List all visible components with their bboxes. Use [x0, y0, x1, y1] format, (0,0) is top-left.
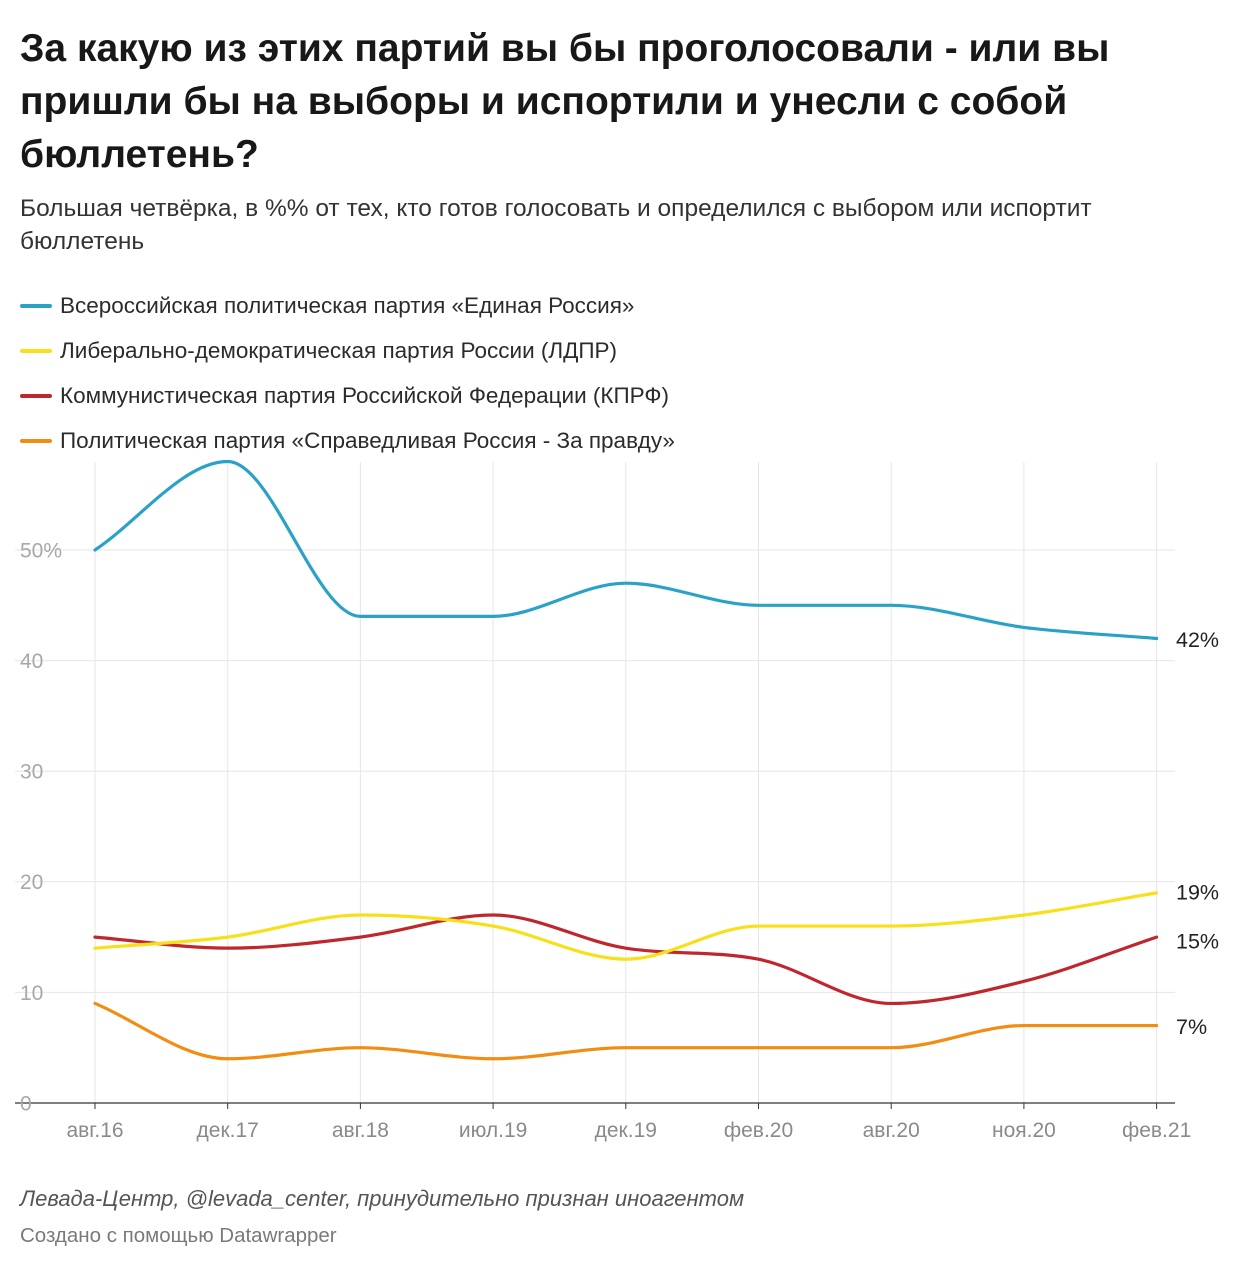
legend: Всероссийская политическая партия «Едина… [20, 283, 675, 463]
series-end-label: 7% [1176, 1015, 1207, 1039]
y-tick-label: 10 [20, 982, 43, 1005]
x-tick-label: ноя.20 [992, 1119, 1056, 1142]
series-line-united-russia [93, 459, 1159, 641]
legend-swatch [20, 303, 52, 308]
chart-title: За какую из этих партий вы бы проголосов… [20, 27, 1110, 176]
x-tick-label: авг.16 [66, 1119, 123, 1142]
legend-label: Политическая партия «Справедливая Россия… [60, 427, 675, 453]
series-line-kprf [93, 913, 1159, 1006]
y-tick-label: 30 [20, 761, 43, 784]
legend-swatch [20, 438, 52, 443]
legend-item-ldpr: Либерально-демократическая партия России… [20, 328, 675, 373]
x-tick-label: дек.17 [197, 1119, 259, 1142]
series-line-ldpr [93, 891, 1159, 961]
series-end-label: 15% [1176, 930, 1219, 954]
y-tick-label: 50% [20, 539, 62, 562]
series-end-label: 42% [1176, 628, 1219, 652]
legend-item-just-russia: Политическая партия «Справедливая Россия… [20, 418, 675, 463]
legend-item-united-russia: Всероссийская политическая партия «Едина… [20, 283, 675, 328]
series-line-just-russia [93, 1001, 1159, 1061]
credit-note: Создано с помощью Datawrapper [20, 1224, 337, 1247]
legend-label: Коммунистическая партия Российской Федер… [60, 382, 670, 408]
y-tick-label: 0 [20, 1092, 32, 1115]
legend-swatch [20, 393, 52, 398]
line-chart: 0 10 20 30 40 50% авг.16 дек.17 авг.18 июл.19 дек.… [15, 459, 1219, 1142]
x-tick-label: дек.19 [595, 1119, 657, 1142]
y-tick-label: 40 [20, 650, 43, 673]
source-note: Левада-Центр, @levada_center, принудител… [20, 1186, 745, 1211]
legend-swatch [20, 348, 52, 353]
x-tick-label: июл.19 [459, 1119, 527, 1142]
y-tick-label: 20 [20, 871, 43, 894]
chart-subtitle: Большая четвёрка, в %% от тех, кто готов… [20, 195, 1092, 255]
series-end-label: 19% [1176, 880, 1219, 904]
legend-label: Всероссийская политическая партия «Едина… [60, 292, 635, 318]
x-tick-label: фев.20 [724, 1119, 793, 1142]
x-tick-label: фев.21 [1122, 1119, 1191, 1142]
legend-item-kprf: Коммунистическая партия Российской Федер… [20, 373, 675, 418]
x-tick-label: авг.20 [863, 1119, 920, 1142]
legend-label: Либерально-демократическая партия России… [60, 337, 618, 363]
x-tick-label: авг.18 [332, 1119, 389, 1142]
